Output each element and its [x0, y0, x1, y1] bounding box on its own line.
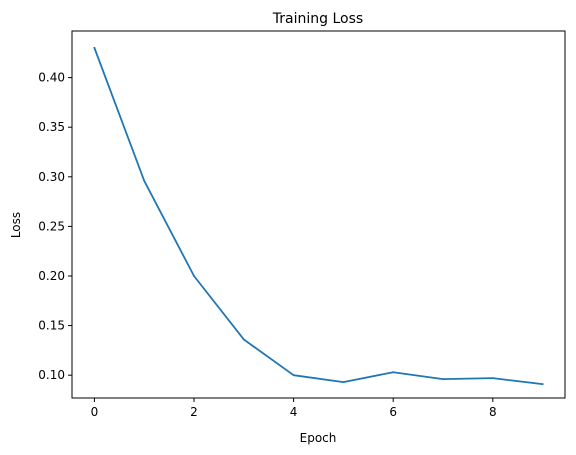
- series-line: [93, 46, 544, 386]
- data-point: [541, 383, 544, 386]
- x-tick-label: 6: [389, 405, 397, 419]
- x-axis-ticks: 0 2 4 6 8: [91, 398, 497, 419]
- x-tick-label: 0: [91, 405, 99, 419]
- chart-title: Training Loss: [272, 11, 363, 27]
- data-point: [242, 338, 245, 341]
- x-tick-label: 4: [290, 405, 298, 419]
- y-tick-label: 0.30: [38, 170, 65, 184]
- data-point: [392, 371, 395, 374]
- y-axis-ticks: 0.10 0.15 0.20 0.25 0.30 0.35 0.40: [38, 71, 72, 382]
- data-point: [442, 378, 444, 381]
- x-tick-label: 8: [489, 405, 497, 419]
- data-point: [193, 275, 195, 277]
- y-tick-label: 0.40: [38, 71, 65, 85]
- y-tick-label: 0.35: [38, 120, 65, 134]
- data-point: [491, 377, 494, 380]
- data-point: [292, 374, 295, 377]
- y-tick-label: 0.15: [38, 319, 65, 333]
- data-point: [143, 179, 146, 182]
- plot-frame: [71, 30, 566, 399]
- y-tick-label: 0.25: [38, 219, 65, 233]
- x-tick-label: 2: [190, 405, 198, 419]
- y-tick-label: 0.10: [38, 368, 65, 382]
- y-tick-label: 0.20: [38, 269, 65, 283]
- data-point: [342, 381, 345, 384]
- series-layer: [93, 46, 544, 386]
- y-axis-label: Loss: [9, 212, 23, 238]
- data-point: [93, 46, 96, 49]
- x-axis-label: Epoch: [300, 431, 337, 445]
